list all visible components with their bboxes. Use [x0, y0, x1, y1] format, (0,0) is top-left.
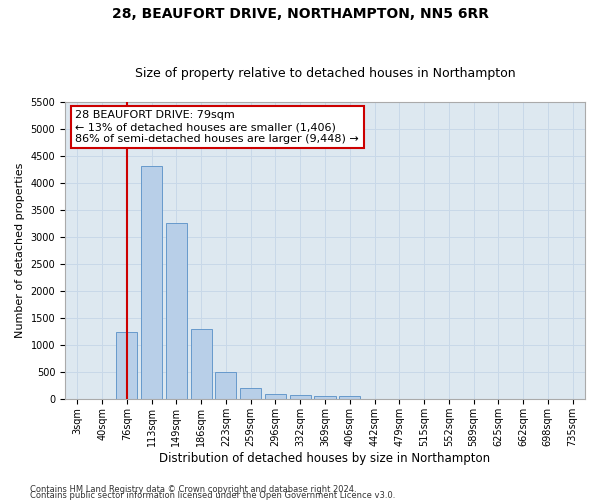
Text: Contains HM Land Registry data © Crown copyright and database right 2024.: Contains HM Land Registry data © Crown c… [30, 485, 356, 494]
Bar [290, 395, 311, 400]
Text: 28, BEAUFORT DRIVE, NORTHAMPTON, NN5 6RR: 28, BEAUFORT DRIVE, NORTHAMPTON, NN5 6RR [112, 8, 488, 22]
Bar [166, 224, 187, 400]
Text: Contains public sector information licensed under the Open Government Licence v3: Contains public sector information licen… [30, 490, 395, 500]
Title: Size of property relative to detached houses in Northampton: Size of property relative to detached ho… [135, 66, 515, 80]
Bar [240, 388, 261, 400]
Y-axis label: Number of detached properties: Number of detached properties [15, 162, 25, 338]
X-axis label: Distribution of detached houses by size in Northampton: Distribution of detached houses by size … [160, 452, 491, 465]
Bar [191, 329, 212, 400]
Bar [339, 396, 360, 400]
Bar [141, 166, 162, 400]
Bar [265, 394, 286, 400]
Bar [116, 332, 137, 400]
Bar [314, 396, 335, 400]
Text: 28 BEAUFORT DRIVE: 79sqm
← 13% of detached houses are smaller (1,406)
86% of sem: 28 BEAUFORT DRIVE: 79sqm ← 13% of detach… [76, 110, 359, 144]
Bar [215, 372, 236, 400]
